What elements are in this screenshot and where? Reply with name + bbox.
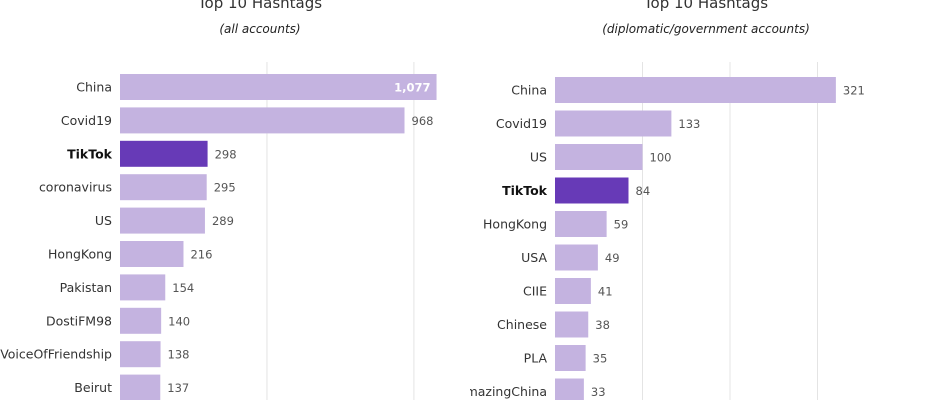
right-category-label: CIIE	[523, 284, 547, 299]
right-value-label: 35	[593, 352, 608, 366]
left-bar-covid19	[120, 107, 405, 134]
right-bar-ciie	[555, 278, 591, 304]
left-value-label: 298	[215, 147, 237, 161]
left-value-label: 295	[214, 181, 236, 195]
right-chart-subtitle: (diplomatic/government accounts)	[602, 22, 810, 36]
right-value-label: 49	[605, 251, 620, 265]
right-category-label: PLA	[524, 351, 548, 366]
left-value-label: 289	[212, 214, 234, 228]
left-bar-chart: China 1,077 Covid19 968 TikTok 298 coronavirus…	[0, 62, 437, 400]
left-category-label: HongKong	[48, 247, 112, 262]
right-bar-us	[555, 144, 643, 170]
right-bar-chinese	[555, 311, 589, 338]
left-bar-beirut	[120, 374, 161, 400]
right-value-label: 33	[591, 385, 606, 399]
left-category-label: Pakistan	[60, 280, 112, 295]
left-category-label: VoiceOfFriendship	[0, 347, 112, 362]
left-value-label: 138	[168, 348, 190, 362]
left-bar-hongkong	[120, 241, 184, 267]
right-value-label: 41	[598, 285, 613, 299]
left-category-label: Covid19	[61, 113, 112, 128]
left-value-label: 968	[412, 114, 434, 128]
left-category-label: Beirut	[74, 380, 112, 395]
left-bar-tiktok	[120, 140, 208, 167]
right-bar-amazingchina	[555, 378, 584, 400]
left-value-label: 140	[168, 314, 190, 328]
right-bar-covid19	[555, 110, 672, 137]
right-value-label: 321	[843, 84, 865, 98]
right-category-label: TikTok	[502, 183, 548, 198]
right-category-label: China	[511, 83, 547, 98]
right-category-label: US	[530, 150, 547, 165]
right-category-label: Covid19	[496, 116, 547, 131]
right-value-label: 84	[636, 184, 651, 198]
left-bar-voiceoffriendship	[120, 341, 161, 368]
right-value-label: 133	[678, 117, 700, 131]
right-bar-tiktok	[555, 177, 629, 204]
left-bar-pakistan	[120, 274, 166, 301]
right-value-label: 100	[650, 151, 672, 165]
right-category-label: HongKong	[483, 217, 547, 232]
left-category-label: coronavirus	[39, 180, 112, 195]
right-bar-china	[555, 77, 836, 103]
right-category-label: Chinese	[497, 317, 547, 332]
left-value-label: 1,077	[394, 81, 430, 95]
left-value-label: 216	[190, 248, 212, 262]
left-bar-us	[120, 207, 205, 234]
left-category-label: US	[95, 213, 112, 228]
right-category-label: AmazingChina	[470, 384, 547, 399]
left-category-label: China	[76, 80, 112, 95]
left-category-label: DostiFM98	[46, 313, 112, 328]
right-bar-chart: China 321 Covid19 133 US 100 TikTok 84 HongKong 5…	[470, 62, 865, 400]
right-bar-hongkong	[555, 211, 607, 237]
left-value-label: 137	[167, 381, 189, 395]
left-bar-china	[120, 74, 437, 100]
right-bar-usa	[555, 244, 598, 271]
right-bar-pla	[555, 345, 586, 371]
right-value-label: 59	[614, 218, 629, 232]
left-value-label: 154	[172, 281, 194, 295]
right-category-label: USA	[521, 250, 547, 265]
right-chart-title: Top 10 Hashtags	[643, 0, 769, 12]
left-chart-subtitle: (all accounts)	[219, 22, 301, 36]
left-bar-coronavirus	[120, 174, 207, 201]
left-bar-dostifm98	[120, 307, 162, 334]
left-category-label: TikTok	[67, 146, 113, 161]
right-value-label: 38	[595, 318, 610, 332]
left-chart-title: Top 10 Hashtags	[197, 0, 323, 12]
